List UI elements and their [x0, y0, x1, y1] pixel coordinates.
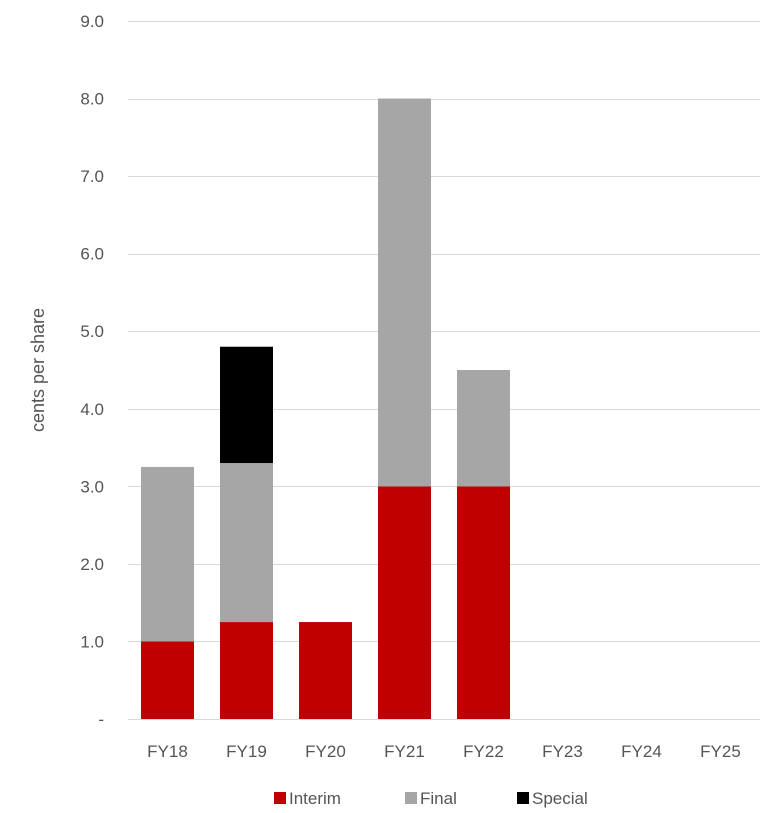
x-tick-label: FY24 [621, 742, 662, 761]
y-tick-label: 3.0 [80, 477, 104, 496]
y-axis-ticks: - 1.0 2.0 3.0 4.0 5.0 6.0 7.0 8.0 9.0 [80, 12, 104, 729]
legend-item-special: Special [517, 789, 588, 808]
legend-item-interim: Interim [274, 789, 341, 808]
x-tick-label: FY18 [147, 742, 188, 761]
bar-fy21-final [378, 98, 431, 487]
y-tick-label: 5.0 [80, 322, 104, 341]
y-tick-label: 7.0 [80, 167, 104, 186]
bar-fy19-final [220, 463, 273, 623]
bar-fy21-interim [378, 486, 431, 719]
bar-fy19-interim [220, 622, 273, 719]
x-tick-label: FY20 [305, 742, 346, 761]
x-tick-label: FY23 [542, 742, 583, 761]
y-axis-title: cents per share [28, 308, 48, 432]
bar-fy22-interim [457, 486, 510, 719]
legend-swatch-interim [274, 792, 286, 804]
legend-label-special: Special [532, 789, 588, 808]
x-tick-label: FY19 [226, 742, 267, 761]
bar-fy20-interim [299, 622, 352, 719]
legend: Interim Final Special [274, 789, 588, 808]
x-tick-label: FY25 [700, 742, 741, 761]
y-tick-label: 1.0 [80, 632, 104, 651]
y-tick-label: 4.0 [80, 400, 104, 419]
bar-fy18-final [141, 466, 194, 642]
legend-label-interim: Interim [289, 789, 341, 808]
legend-label-final: Final [420, 789, 457, 808]
y-tick-label: 6.0 [80, 245, 104, 264]
x-tick-label: FY22 [463, 742, 504, 761]
y-tick-label: 2.0 [80, 555, 104, 574]
bar-fy18-interim [141, 641, 194, 719]
y-tick-label: 8.0 [80, 90, 104, 109]
bar-fy22-final [457, 370, 510, 487]
legend-swatch-special [517, 792, 529, 804]
bars [141, 98, 510, 719]
x-tick-label: FY21 [384, 742, 425, 761]
bar-fy19-special [220, 346, 273, 464]
x-axis-ticks: FY18 FY19 FY20 FY21 FY22 FY23 FY24 FY25 [147, 742, 741, 761]
y-tick-label: - [98, 710, 104, 729]
y-tick-label: 9.0 [80, 12, 104, 31]
legend-item-final: Final [405, 789, 457, 808]
legend-swatch-final [405, 792, 417, 804]
